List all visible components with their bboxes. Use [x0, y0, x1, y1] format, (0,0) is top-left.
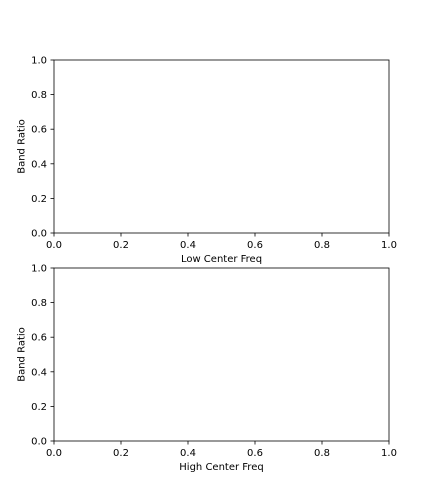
high-freq-y-tick-label: 0.8	[31, 298, 47, 309]
low-freq-x-tick-label: 0.0	[46, 240, 62, 251]
low-freq-y-tick-label: 1.0	[31, 56, 47, 67]
low-freq-y-tick-label: 0.2	[31, 194, 47, 205]
high-freq-y-tick-label: 0.4	[31, 367, 47, 378]
high-freq-x-tick-label: 1.0	[381, 448, 397, 459]
high-freq-x-tick-label: 0.8	[314, 448, 330, 459]
high-freq-x-tick-label: 0.0	[46, 448, 62, 459]
low-freq-chart: 0.0 0.2 0.4 0.6 0.8 1.0 0.0 0.2 0.4 0.6 0.8 1.0 Lo…	[17, 56, 397, 266]
high-freq-y-axis: 0.0 0.2 0.4 0.6 0.8 1.0	[31, 264, 54, 448]
high-freq-y-tick-label: 0.6	[31, 333, 47, 344]
high-freq-y-axis-label: Band Ratio	[17, 327, 28, 382]
low-freq-y-axis-label: Band Ratio	[17, 119, 28, 174]
high-freq-x-tick-label: 0.6	[247, 448, 263, 459]
high-freq-x-tick-label: 0.4	[180, 448, 196, 459]
high-freq-x-tick-label: 0.2	[113, 448, 129, 459]
high-freq-chart: 0.0 0.2 0.4 0.6 0.8 1.0 0.0 0.2 0.4 0.6 0.8 1.0 Hi…	[17, 264, 397, 474]
high-freq-x-axis: 0.0 0.2 0.4 0.6 0.8 1.0	[46, 441, 397, 459]
low-freq-y-tick-label: 0.0	[31, 229, 47, 240]
high-freq-plot-area	[53, 267, 390, 442]
low-freq-x-axis: 0.0 0.2 0.4 0.6 0.8 1.0	[46, 233, 397, 251]
high-freq-y-tick-label: 0.2	[31, 402, 47, 413]
low-freq-y-tick-label: 0.6	[31, 125, 47, 136]
low-freq-x-tick-label: 0.6	[247, 240, 263, 251]
low-freq-x-tick-label: 0.2	[113, 240, 129, 251]
low-freq-x-tick-label: 0.4	[180, 240, 196, 251]
high-freq-x-axis-label: High Center Freq	[179, 462, 263, 473]
low-freq-x-tick-label: 0.8	[314, 240, 330, 251]
low-freq-y-tick-label: 0.8	[31, 90, 47, 101]
low-freq-y-axis: 0.0 0.2 0.4 0.6 0.8 1.0	[31, 56, 54, 240]
low-freq-x-axis-label: Low Center Freq	[181, 254, 262, 265]
low-freq-x-tick-label: 1.0	[381, 240, 397, 251]
low-freq-y-tick-label: 0.4	[31, 159, 47, 170]
high-freq-y-tick-label: 0.0	[31, 437, 47, 448]
low-freq-plot-area	[53, 59, 390, 234]
high-freq-y-tick-label: 1.0	[31, 264, 47, 275]
